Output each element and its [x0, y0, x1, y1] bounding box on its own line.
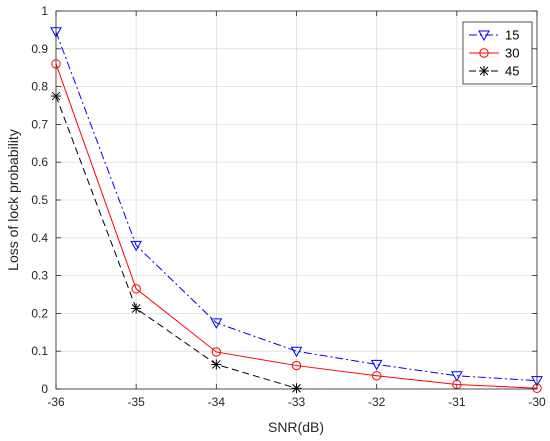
y-tick-label: 0.8 [31, 80, 48, 94]
x-axis-label: SNR(dB) [268, 419, 324, 435]
series-15 [50, 27, 543, 387]
data-point-45 [211, 359, 222, 370]
legend-entry-45: 45 [469, 64, 519, 79]
legend-label-15: 15 [505, 28, 519, 43]
y-axis-label: Loss of lock probability [5, 129, 21, 271]
y-tick-label: 0.3 [31, 269, 48, 283]
y-tick-label: 0.4 [31, 231, 48, 245]
data-point-45 [131, 303, 142, 314]
legend-marker-30 [479, 48, 489, 58]
data-point-15 [290, 346, 303, 358]
y-tick-label: 0.9 [31, 42, 48, 56]
y-tick-label: 0.2 [31, 306, 48, 320]
legend-entry-30: 30 [469, 46, 519, 61]
data-point-45 [291, 383, 302, 394]
data-point-15 [370, 359, 383, 371]
data-point-30 [291, 360, 302, 371]
legend-marker-15 [478, 30, 490, 42]
axis-ticks: -36 -35 -34 -33 -32 -31 -30 0 0.1 0.2 0.3 0.4 0.5 0.6… [31, 4, 546, 409]
legend-entry-15: 15 [469, 28, 519, 43]
y-tick-label: 0.1 [31, 344, 48, 358]
x-tick-label: -30 [528, 395, 546, 409]
legend-label-45: 45 [505, 64, 519, 79]
data-point-30 [131, 284, 141, 294]
x-tick-label: -34 [208, 395, 226, 409]
data-point-30 [371, 371, 382, 381]
data-point-15 [130, 240, 143, 252]
plot-frame [55, 10, 538, 390]
legend-label-30: 30 [505, 46, 519, 61]
y-tick-label: 0.5 [31, 193, 48, 207]
x-tick-label: -32 [368, 395, 386, 409]
data-point-15 [450, 371, 463, 382]
y-tick-label: 0.6 [31, 155, 48, 169]
series-line-45 [55, 95, 297, 389]
y-tick-label: 1 [41, 4, 48, 18]
series-line-30 [55, 63, 538, 389]
x-tick-label: -35 [127, 395, 145, 409]
x-tick-label: -36 [47, 395, 65, 409]
y-tick-label: 0.7 [31, 117, 48, 131]
series-line-15 [55, 31, 538, 382]
legend: 15 30 45 [462, 21, 533, 85]
legend-marker-45 [479, 66, 489, 76]
data-point-30 [211, 347, 222, 357]
data-series [50, 27, 543, 394]
y-tick-label: 0 [41, 382, 48, 396]
data-point-15 [210, 318, 223, 329]
x-tick-label: -33 [288, 395, 306, 409]
x-tick-label: -31 [448, 395, 466, 409]
